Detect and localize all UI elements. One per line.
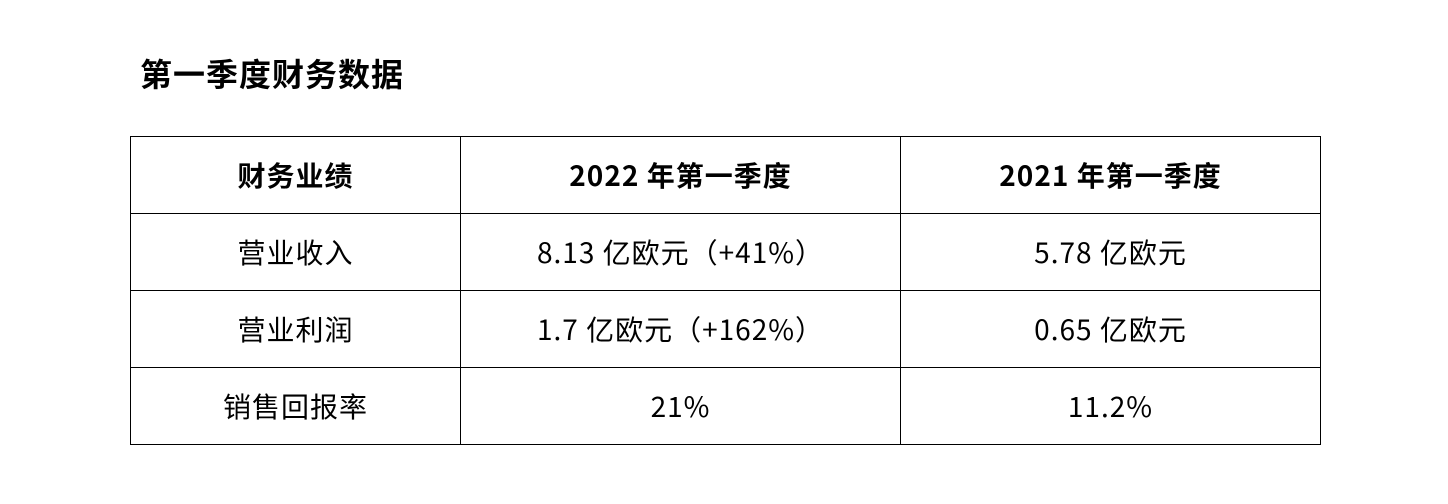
- page-root: 第一季度财务数据 财务业绩 2022 年第一季度 2021 年第一季度 营业收入…: [0, 0, 1448, 504]
- table-header-row: 财务业绩 2022 年第一季度 2021 年第一季度: [131, 137, 1321, 214]
- cell-q1-2022: 1.7 亿欧元（+162%）: [461, 291, 901, 368]
- cell-q1-2022: 8.13 亿欧元（+41%）: [461, 214, 901, 291]
- cell-q1-2021: 5.78 亿欧元: [901, 214, 1321, 291]
- cell-metric: 营业收入: [131, 214, 461, 291]
- table-row: 营业收入 8.13 亿欧元（+41%） 5.78 亿欧元: [131, 214, 1321, 291]
- financial-table: 财务业绩 2022 年第一季度 2021 年第一季度 营业收入 8.13 亿欧元…: [130, 136, 1321, 445]
- cell-metric: 营业利润: [131, 291, 461, 368]
- table-row: 销售回报率 21% 11.2%: [131, 368, 1321, 445]
- table-row: 营业利润 1.7 亿欧元（+162%） 0.65 亿欧元: [131, 291, 1321, 368]
- cell-q1-2022: 21%: [461, 368, 901, 445]
- cell-q1-2021: 0.65 亿欧元: [901, 291, 1321, 368]
- col-header-q1-2021: 2021 年第一季度: [901, 137, 1321, 214]
- cell-q1-2021: 11.2%: [901, 368, 1321, 445]
- col-header-q1-2022: 2022 年第一季度: [461, 137, 901, 214]
- cell-metric: 销售回报率: [131, 368, 461, 445]
- page-title: 第一季度财务数据: [140, 50, 1318, 96]
- col-header-metric: 财务业绩: [131, 137, 461, 214]
